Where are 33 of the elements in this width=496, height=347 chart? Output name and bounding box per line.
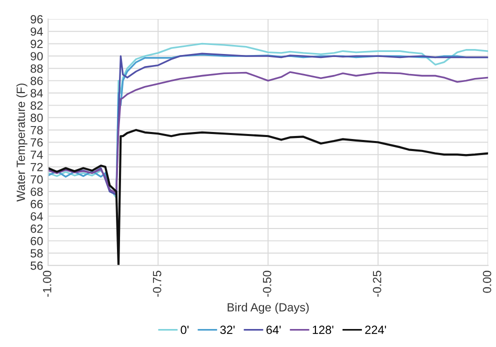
legend-label: 128' [312, 326, 334, 334]
y-tick-label: 66 [30, 200, 43, 208]
x-axis-title: Bird Age (Days) [228, 302, 309, 314]
y-tick-label: 60 [30, 236, 43, 246]
y-tick-label: 72 [30, 162, 43, 172]
x-tick-label: -1.00 [42, 270, 52, 297]
y-tick-label: 56 [30, 261, 43, 270]
y-tick-label: 70 [30, 175, 43, 184]
y-tick-label: 78 [30, 126, 43, 134]
y-tick-label: 68 [30, 188, 43, 196]
y-tick-label: 76 [30, 138, 43, 147]
y-tick-label: 82 [30, 101, 43, 110]
x-tick-label: -0.75 [152, 270, 162, 297]
y-tick-label: 88 [30, 64, 43, 73]
y-tick-label: 92 [30, 40, 43, 48]
legend-label: 64' [266, 326, 281, 334]
x-tick-label: 0.00 [482, 270, 492, 293]
y-axis-title: Water Temperature (F) [16, 84, 28, 202]
y-tick-label: 96 [30, 15, 43, 24]
legend-label: 224' [365, 326, 386, 334]
y-tick-label: 94 [30, 27, 43, 36]
y-tick-label: 84 [30, 89, 43, 98]
y-tick-label: 58 [30, 249, 43, 258]
legend-label: 0' [180, 326, 189, 334]
legend-label: 32' [220, 326, 235, 334]
y-tick-label: 74 [30, 150, 43, 159]
y-tick-label: 90 [30, 52, 43, 60]
x-tick-label: -0.25 [372, 270, 382, 297]
y-tick-label: 64 [30, 212, 43, 221]
y-tick-label: 62 [30, 224, 43, 233]
y-tick-label: 86 [30, 76, 43, 86]
x-tick-label: -0.50 [262, 270, 272, 297]
y-tick-label: 80 [30, 114, 43, 122]
